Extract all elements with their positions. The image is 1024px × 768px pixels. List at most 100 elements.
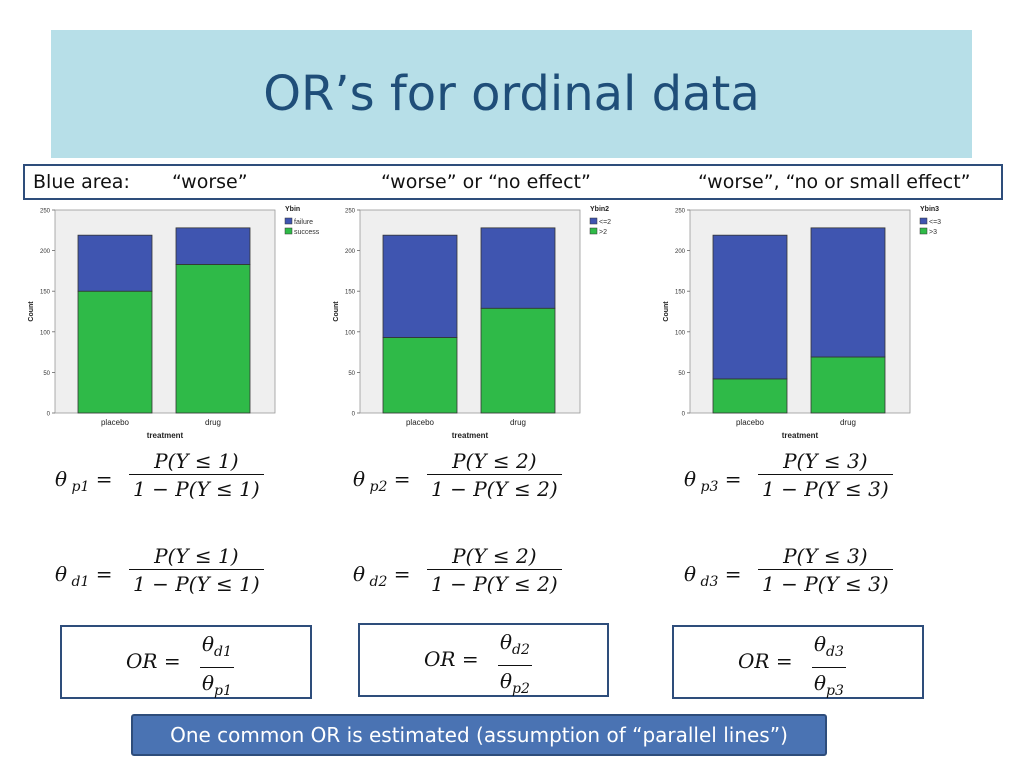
x-tick-label: drug [510,418,526,427]
bar-segment [480,227,556,309]
theta-p-fraction-1: P(Y ≤ 1) 1 − P(Y ≤ 1) [129,448,264,503]
y-tick-label: 150 [345,290,356,296]
odds-ratio-lhs: OR = [424,647,479,671]
odds-ratio-lhs: OR = [738,649,793,673]
condition-header-box: Blue area: “worse” “worse” or “no effect… [23,164,1003,200]
y-tick-label: 250 [40,209,51,215]
legend-title: Ybin3 [920,206,939,213]
y-tick-label: 50 [43,371,50,377]
legend-label: success [294,229,320,236]
legend-swatch [284,227,293,235]
x-axis-label: treatment [147,431,184,440]
odds-ratio-numerator: θd3 [814,632,844,660]
theta-p-fraction-1-bar [129,474,264,475]
y-tick-label: 0 [47,412,51,418]
legend-title: Ybin2 [590,206,609,213]
theta-subscript: p3 [696,479,719,495]
theta-p-fraction-2: P(Y ≤ 2) 1 − P(Y ≤ 2) [427,448,562,503]
legend-swatch [589,227,598,235]
y-tick-label: 200 [40,249,51,255]
slide-title: OR’s for ordinal data [263,66,760,122]
theta-subscript: d3 [696,574,719,590]
y-tick-label: 200 [345,249,356,255]
bar-segment [480,307,556,414]
odds-ratio-box-2: OR = θd2 θp2 [358,623,609,697]
bar-segment [77,234,153,292]
odds-ratio-box-3: OR = θd3 θp3 [672,625,924,699]
y-tick-label: 50 [678,371,685,377]
chart-ybin3: 0 50 100 150 200 250 Count placebo drug treatment… [663,206,941,440]
y-tick-label: 100 [675,330,686,336]
theta-d-fraction-1: P(Y ≤ 1) 1 − P(Y ≤ 1) [129,543,264,598]
theta-symbol: θ [353,562,366,586]
theta-subscript: p1 [67,479,90,495]
theta-p-fraction-3-bar [758,474,893,475]
parallel-lines-note: One common OR is estimated (assumption o… [131,714,827,756]
bar-segment [712,234,788,380]
bar-segment [175,264,251,414]
theta-d-label-2: θ d2 = [353,562,411,590]
chart-ybin2: 0 50 100 150 200 250 Count placebo drug treatment… [333,206,611,440]
odds-ratio-bar [812,667,846,668]
theta-d-label-1: θ d1 = [55,562,113,590]
odds-ratio-numerator: θd2 [500,630,530,658]
odds-ratio-denominator: θp2 [500,669,530,697]
theta-d-fraction-2-numerator: P(Y ≤ 2) [452,544,537,568]
legend-title: Ybin [285,206,300,213]
x-tick-label: drug [840,418,856,427]
theta-d-fraction-2: P(Y ≤ 2) 1 − P(Y ≤ 2) [427,543,562,598]
x-tick-label: drug [205,418,221,427]
theta-subscript: p2 [365,479,388,495]
y-axis-label: Count [28,301,35,322]
y-tick-label: 150 [40,290,51,296]
bar-segment [382,234,458,338]
odds-ratio-denominator: θp1 [202,671,232,699]
theta-d-fraction-3-numerator: P(Y ≤ 3) [783,544,868,568]
equals-sign: = [387,467,411,491]
legend-label: <=3 [929,219,941,226]
theta-symbol: θ [55,562,68,586]
x-axis-label: treatment [452,431,489,440]
bar-segment [712,378,788,414]
theta-d-fraction-3-denominator: 1 − P(Y ≤ 3) [762,572,889,596]
odds-ratio-fraction: θd2 θp2 [498,627,532,704]
equals-sign: = [718,562,742,586]
legend-swatch [589,217,598,225]
header-col2: “worse” or “no effect” [381,171,591,193]
theta-subscript: d2 [365,574,388,590]
theta-p-fraction-3: P(Y ≤ 3) 1 − P(Y ≤ 3) [758,448,893,503]
y-tick-label: 150 [675,290,686,296]
theta-symbol: θ [684,562,697,586]
bar-segment [77,290,153,414]
theta-p-fraction-2-denominator: 1 − P(Y ≤ 2) [431,477,558,501]
legend-label: failure [294,219,313,226]
theta-p-label-2: θ p2 = [353,467,411,495]
theta-d-fraction-1-bar [129,569,264,570]
y-tick-label: 50 [348,371,355,377]
y-tick-label: 100 [345,330,356,336]
y-tick-label: 0 [352,412,356,418]
legend-label: <=2 [599,219,611,226]
odds-ratio-bar [200,667,234,668]
theta-p-fraction-1-denominator: 1 − P(Y ≤ 1) [133,477,260,501]
y-axis-label: Count [333,301,340,322]
y-tick-label: 100 [40,330,51,336]
x-tick-label: placebo [736,418,765,427]
theta-d-fraction-1-numerator: P(Y ≤ 1) [154,544,239,568]
blue-area-label: Blue area: [33,171,130,193]
theta-d-fraction-1-denominator: 1 − P(Y ≤ 1) [133,572,260,596]
theta-p-fraction-2-numerator: P(Y ≤ 2) [452,449,537,473]
x-axis-label: treatment [782,431,819,440]
theta-d-fraction-2-denominator: 1 − P(Y ≤ 2) [431,572,558,596]
header-col1: “worse” [172,171,248,193]
odds-ratio-fraction: θd3 θp3 [812,629,846,706]
x-tick-label: placebo [406,418,435,427]
y-tick-label: 0 [682,412,686,418]
y-tick-label: 250 [675,209,686,215]
theta-p-fraction-3-numerator: P(Y ≤ 3) [783,449,868,473]
theta-d-fraction-3-bar [758,569,893,570]
header-col3: “worse”, “no or small effect” [698,171,971,193]
equals-sign: = [387,562,411,586]
theta-p-fraction-3-denominator: 1 − P(Y ≤ 3) [762,477,889,501]
y-axis-label: Count [663,301,670,322]
